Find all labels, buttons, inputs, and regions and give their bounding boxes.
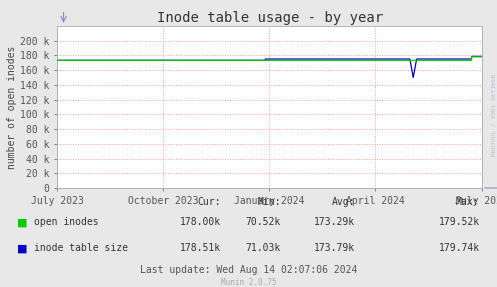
Y-axis label: number of open inodes: number of open inodes <box>7 45 17 168</box>
Text: Last update: Wed Aug 14 02:07:06 2024: Last update: Wed Aug 14 02:07:06 2024 <box>140 265 357 275</box>
Text: 178.00k: 178.00k <box>180 218 221 227</box>
Text: ■: ■ <box>17 243 28 253</box>
Text: Munin 2.0.75: Munin 2.0.75 <box>221 278 276 287</box>
Text: RRDTOOL / TOBI OETIKER: RRDTOOL / TOBI OETIKER <box>491 73 496 156</box>
Text: 179.74k: 179.74k <box>438 243 480 253</box>
Text: inode table size: inode table size <box>34 243 128 253</box>
Text: 173.79k: 173.79k <box>314 243 355 253</box>
Title: Inode table usage - by year: Inode table usage - by year <box>157 11 383 25</box>
Text: 71.03k: 71.03k <box>246 243 281 253</box>
Text: 173.29k: 173.29k <box>314 218 355 227</box>
Text: open inodes: open inodes <box>34 218 98 227</box>
Text: 178.51k: 178.51k <box>180 243 221 253</box>
Text: ■: ■ <box>17 218 28 227</box>
Text: Avg:: Avg: <box>332 197 355 207</box>
Text: 70.52k: 70.52k <box>246 218 281 227</box>
Text: Min:: Min: <box>257 197 281 207</box>
Text: Max:: Max: <box>456 197 480 207</box>
Text: Cur:: Cur: <box>198 197 221 207</box>
Text: 179.52k: 179.52k <box>438 218 480 227</box>
